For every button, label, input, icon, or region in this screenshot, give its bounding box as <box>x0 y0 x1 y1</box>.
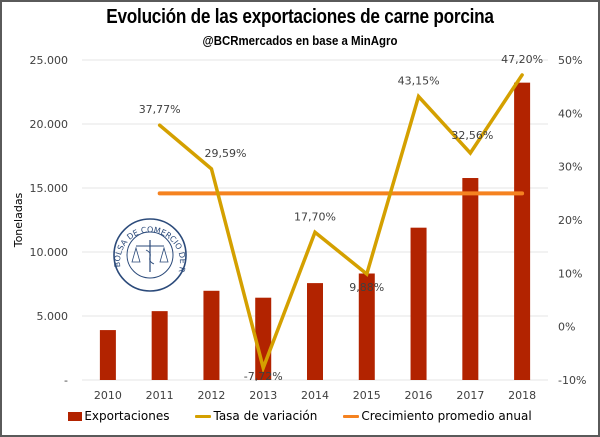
x-tick-label: 2013 <box>249 389 277 402</box>
right-axis-ticks: -10% 0% 10% 20% 30% 40% 50% <box>558 54 586 387</box>
x-tick-label: 2010 <box>94 389 122 402</box>
bar <box>203 290 220 380</box>
bar <box>514 82 531 380</box>
line-tasa-variacion <box>157 73 524 374</box>
bar <box>151 311 168 380</box>
data-labels: 37,77% 29,59% -7,72% 17,70% 9,88% 43,15% 32,56… <box>139 53 543 383</box>
x-tick-label: 2012 <box>197 389 225 402</box>
legend-swatch-bar <box>68 411 83 421</box>
bar <box>99 330 116 380</box>
y2-tick-label: 0% <box>558 321 575 334</box>
y-tick-label: 15.000 <box>30 182 69 195</box>
y2-tick-label: 40% <box>558 107 582 120</box>
x-tick-label: 2018 <box>508 389 536 402</box>
y-tick-label: 10.000 <box>30 246 69 259</box>
y2-tick-label: 50% <box>558 54 582 67</box>
y-axis-title: Toneladas <box>12 192 25 248</box>
data-label: 32,56% <box>451 129 493 142</box>
legend-item-crecimiento-promedio[interactable]: Crecimiento promedio anual <box>343 409 532 423</box>
legend-swatch-line <box>195 414 212 418</box>
bar <box>307 283 323 380</box>
legend-label: Crecimiento promedio anual <box>361 409 532 423</box>
x-tick-label: 2016 <box>405 389 433 402</box>
legend: Exportaciones Tasa de variación Crecimie… <box>0 409 600 423</box>
seal-outer-ring <box>113 218 187 292</box>
bar <box>410 227 427 380</box>
left-axis-ticks: - 5.000 10.000 15.000 20.000 25.000 <box>30 54 69 387</box>
y2-tick-label: 10% <box>558 267 582 280</box>
x-tick-label: 2017 <box>456 389 484 402</box>
scale-pans-icon <box>131 246 169 263</box>
data-label: 29,59% <box>204 147 246 160</box>
legend-label: Exportaciones <box>84 409 170 423</box>
y-tick-label: 25.000 <box>30 54 69 67</box>
y-tick-label: - <box>64 374 68 387</box>
legend-label: Tasa de variación <box>213 409 318 423</box>
y-tick-label: 5.000 <box>37 310 69 323</box>
bar <box>462 178 479 380</box>
bars-exportaciones <box>99 82 531 380</box>
data-label: 43,15% <box>398 75 440 88</box>
data-label: -7,72% <box>244 370 283 383</box>
y-tick-label: 20.000 <box>30 118 69 131</box>
data-label: 17,70% <box>294 210 336 223</box>
x-tick-label: 2014 <box>301 389 329 402</box>
bar <box>358 273 375 380</box>
snake-icon <box>145 249 155 265</box>
seal-inner-ring <box>126 231 174 279</box>
chart-title: Evolución de las exportaciones de carne … <box>106 6 494 28</box>
data-label: 37,77% <box>139 103 181 116</box>
y2-tick-label: -10% <box>558 374 586 387</box>
legend-swatch-line <box>343 414 360 418</box>
seal-text: BOLSA DE COMERCIO DE ROSARIO <box>0 0 187 274</box>
data-label: 9,88% <box>349 281 384 294</box>
x-tick-label: 2015 <box>353 389 381 402</box>
y2-tick-label: 30% <box>558 161 582 174</box>
legend-item-tasa-variacion[interactable]: Tasa de variación <box>195 409 317 423</box>
watermark-logo: BOLSA DE COMERCIO DE ROSARIO <box>0 0 187 292</box>
chart-subtitle: @BCRmercados en base a MinAgro <box>202 33 398 48</box>
x-tick-label: 2011 <box>146 389 174 402</box>
x-axis-ticks: 2010 2011 2012 2013 2014 2015 2016 2017 2018 <box>94 389 536 402</box>
data-label: 47,20% <box>501 53 543 66</box>
rate-line <box>157 73 524 374</box>
y2-tick-label: 20% <box>558 214 582 227</box>
legend-item-exportaciones[interactable]: Exportaciones <box>68 409 169 423</box>
